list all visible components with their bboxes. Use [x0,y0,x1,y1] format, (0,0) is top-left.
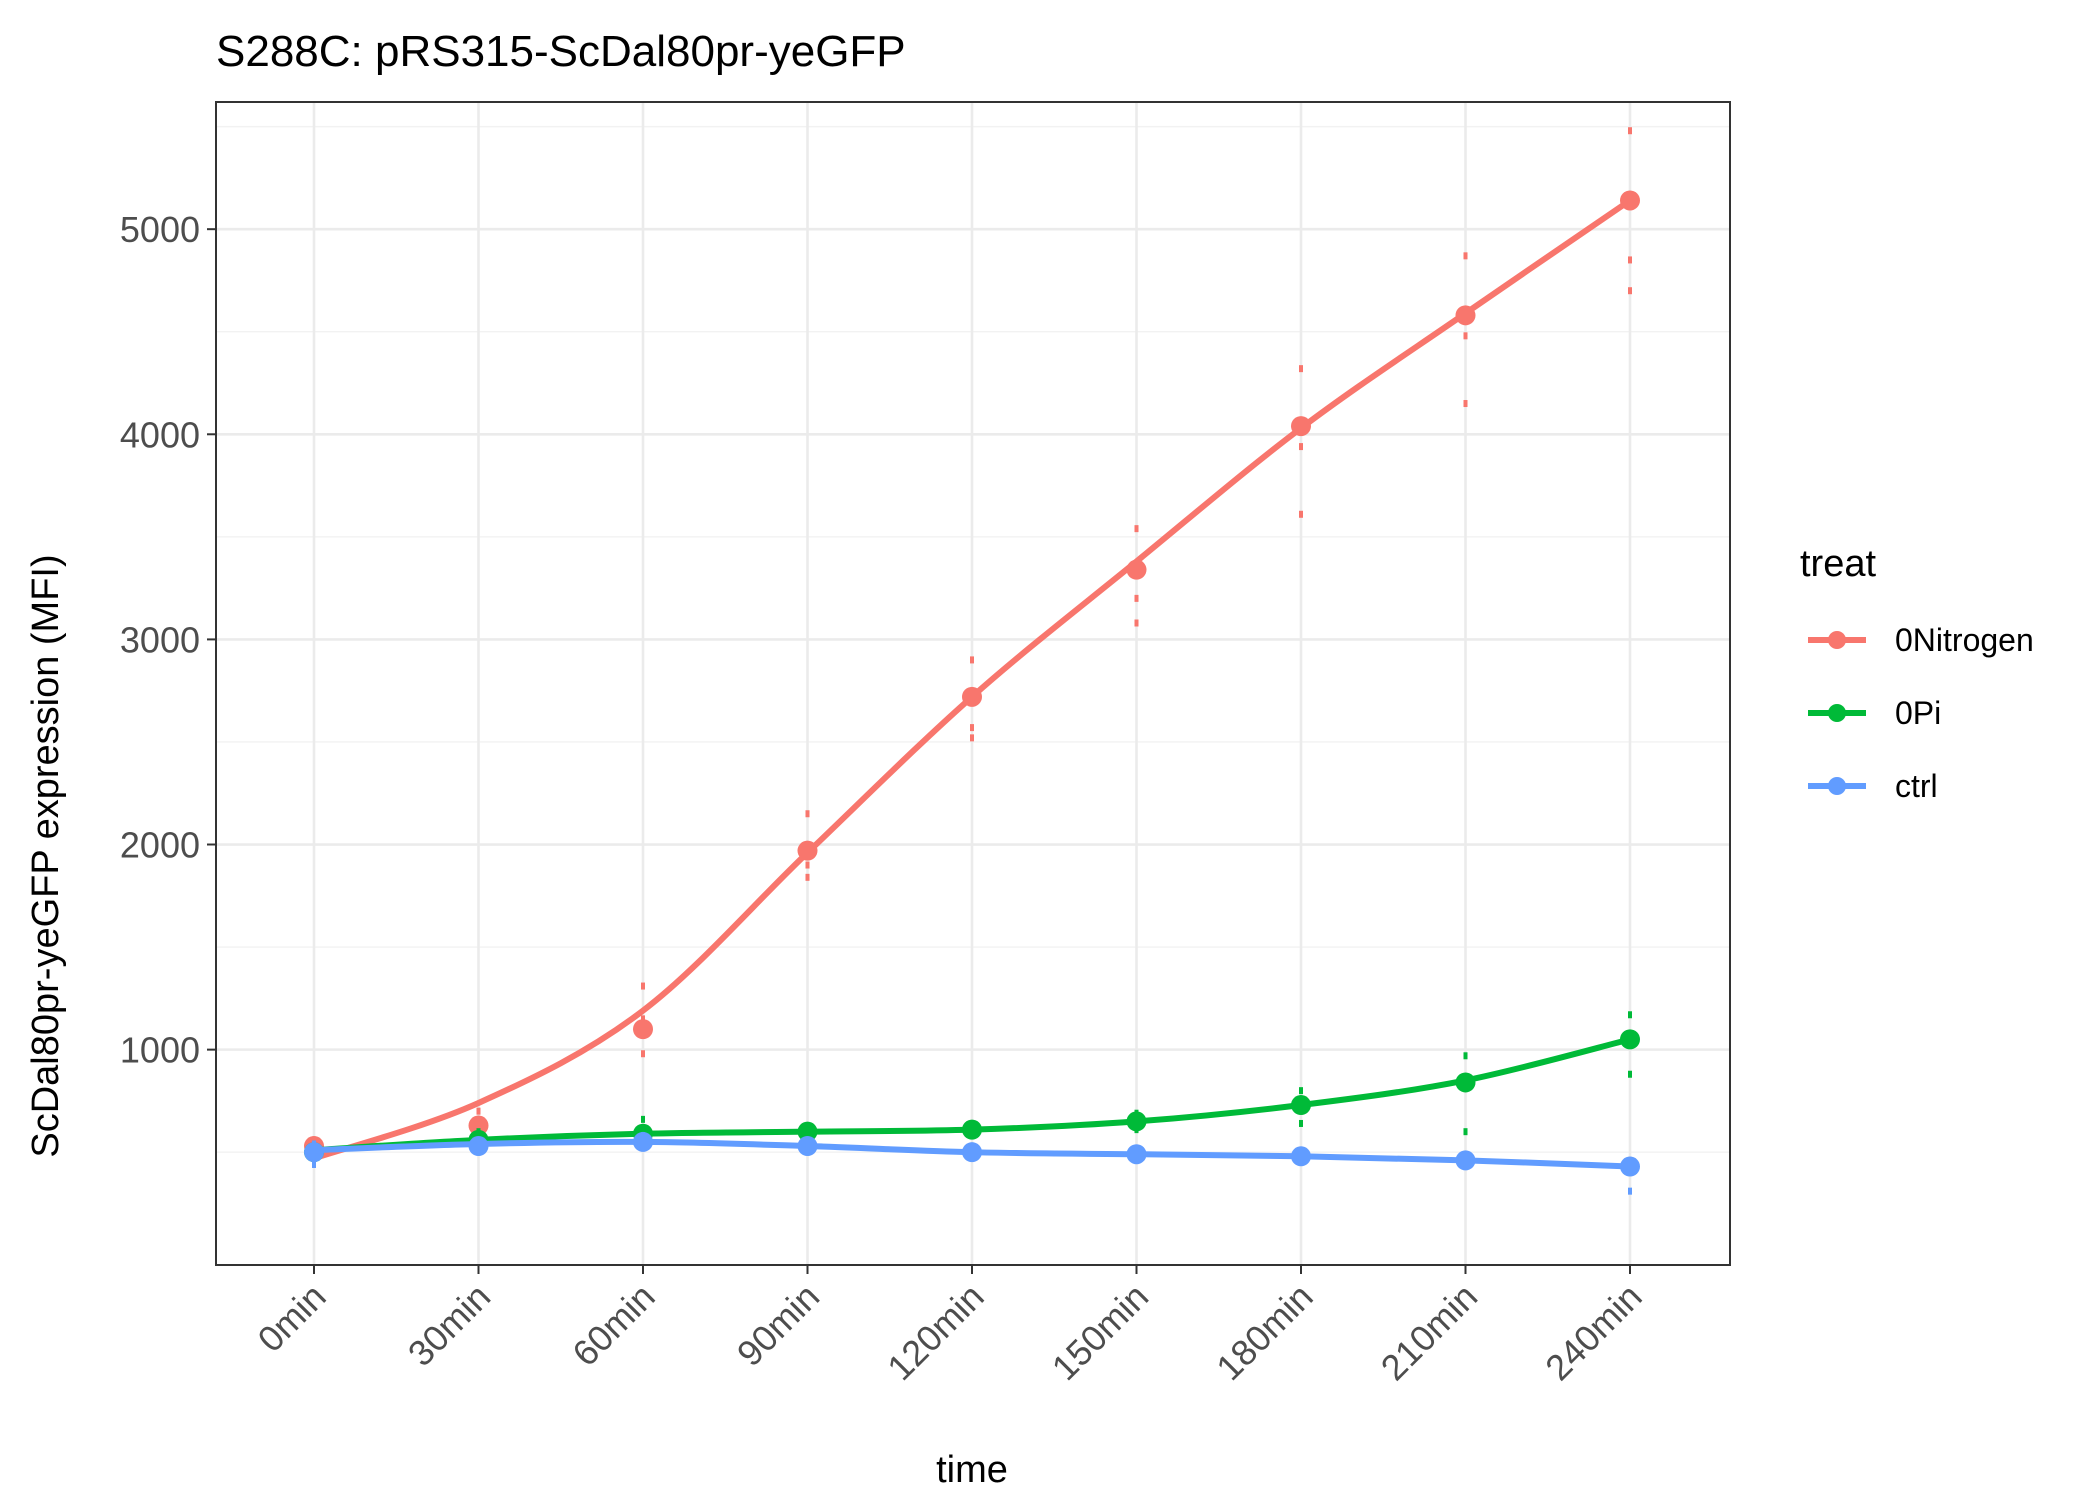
replicate-point [476,1107,481,1115]
replicate-point [1134,594,1139,602]
replicate-point [1463,1128,1468,1136]
replicate-point [1299,1087,1303,1095]
replicate-point [1299,365,1303,373]
y-tick-label: 5000 [120,209,200,250]
data-point [1455,1150,1476,1171]
legend-label: 0Pi [1895,695,1941,731]
data-point [797,1121,818,1142]
data-point [468,1115,489,1136]
data-point [1455,1072,1476,1093]
data-point [1126,1111,1147,1132]
replicate-point [312,1160,316,1168]
replicate-point [805,861,810,869]
legend-item-ctrl: ctrl [1808,768,1938,804]
data-point [1620,1029,1640,1050]
replicate-point [970,656,974,664]
replicate-point [1299,443,1303,451]
legend-key-point [1828,631,1846,649]
data-point [1291,416,1311,437]
data-point [633,1019,653,1040]
data-point [1291,1146,1311,1167]
replicate-point [1463,332,1468,340]
replicate-point [641,1115,645,1123]
legend-item-0Pi: 0Pi [1808,695,1941,731]
series-layer [304,127,1640,1195]
replicate-point [1628,1011,1632,1019]
replicate-point [970,724,974,732]
plot-panel [216,102,1730,1265]
legend-label: 0Nitrogen [1895,622,2034,658]
data-point [1126,1144,1147,1165]
x-tick-label: 30min [400,1276,498,1374]
y-tick-label: 2000 [120,825,200,866]
data-point [797,1136,818,1157]
y-tick-label: 3000 [120,619,200,660]
replicate-point [641,1015,645,1023]
legend-item-0Nitrogen: 0Nitrogen [1808,622,2034,658]
x-tick-label: 120min [879,1276,991,1388]
y-tick-label: 4000 [120,414,200,455]
y-tick-label: 1000 [120,1030,200,1071]
x-tick-label: 180min [1208,1276,1320,1388]
x-tick-label: 60min [564,1276,662,1374]
replicate-point [805,810,810,818]
replicate-point [1628,127,1632,135]
data-point [1291,1095,1311,1116]
data-point [962,1142,982,1163]
data-point [304,1142,324,1163]
legend-key-point [1828,704,1846,722]
replicate-point [1299,510,1303,518]
data-point [1620,190,1640,211]
x-tick-label: 210min [1373,1276,1485,1388]
data-point [1455,305,1476,326]
chart-title: S288C: pRS315-ScDal80pr-yeGFP [216,27,906,76]
replicate-point [1134,619,1139,627]
x-axis-title: time [936,1449,1008,1491]
replicate-point [970,734,974,742]
x-tick-label: 150min [1044,1276,1156,1388]
legend-title: treat [1800,543,1876,585]
x-tick-label: 90min [729,1276,827,1374]
series-0Nitrogen [304,127,1640,1162]
legend-label: ctrl [1895,768,1938,804]
data-point [797,840,818,861]
legend-key-point [1828,777,1846,795]
data-point [1620,1156,1640,1177]
y-axis: 1000 2000 3000 4000 5000 [120,209,216,1071]
series-ctrl [304,1131,1640,1195]
replicate-point [1299,1119,1303,1127]
replicate-point [1628,256,1632,264]
replicate-point [1134,525,1139,533]
replicate-point [641,982,645,990]
replicate-point [1628,287,1632,295]
x-tick-label: 240min [1537,1276,1649,1388]
x-axis: 0min 30min 60min 90min 120min 150min 180min 210… [249,1265,1650,1388]
panel-border [215,101,1731,1266]
replicate-point [1463,252,1468,260]
data-point [1126,559,1147,580]
x-tick-label: 0min [249,1276,333,1360]
data-point [962,1119,982,1140]
data-point [633,1131,653,1152]
replicate-point [1463,1052,1468,1060]
data-point [962,686,982,707]
data-point [468,1136,489,1157]
replicate-point [1463,400,1468,408]
replicate-point [805,873,810,881]
legend: treat 0Nitrogen 0Pi ctrl [1800,543,2034,804]
replicate-point [641,1050,645,1058]
replicate-point [1628,1187,1632,1195]
y-axis-title: ScDal80pr-yeGFP expression (MFI) [25,554,67,1157]
replicate-point [1628,1070,1632,1078]
